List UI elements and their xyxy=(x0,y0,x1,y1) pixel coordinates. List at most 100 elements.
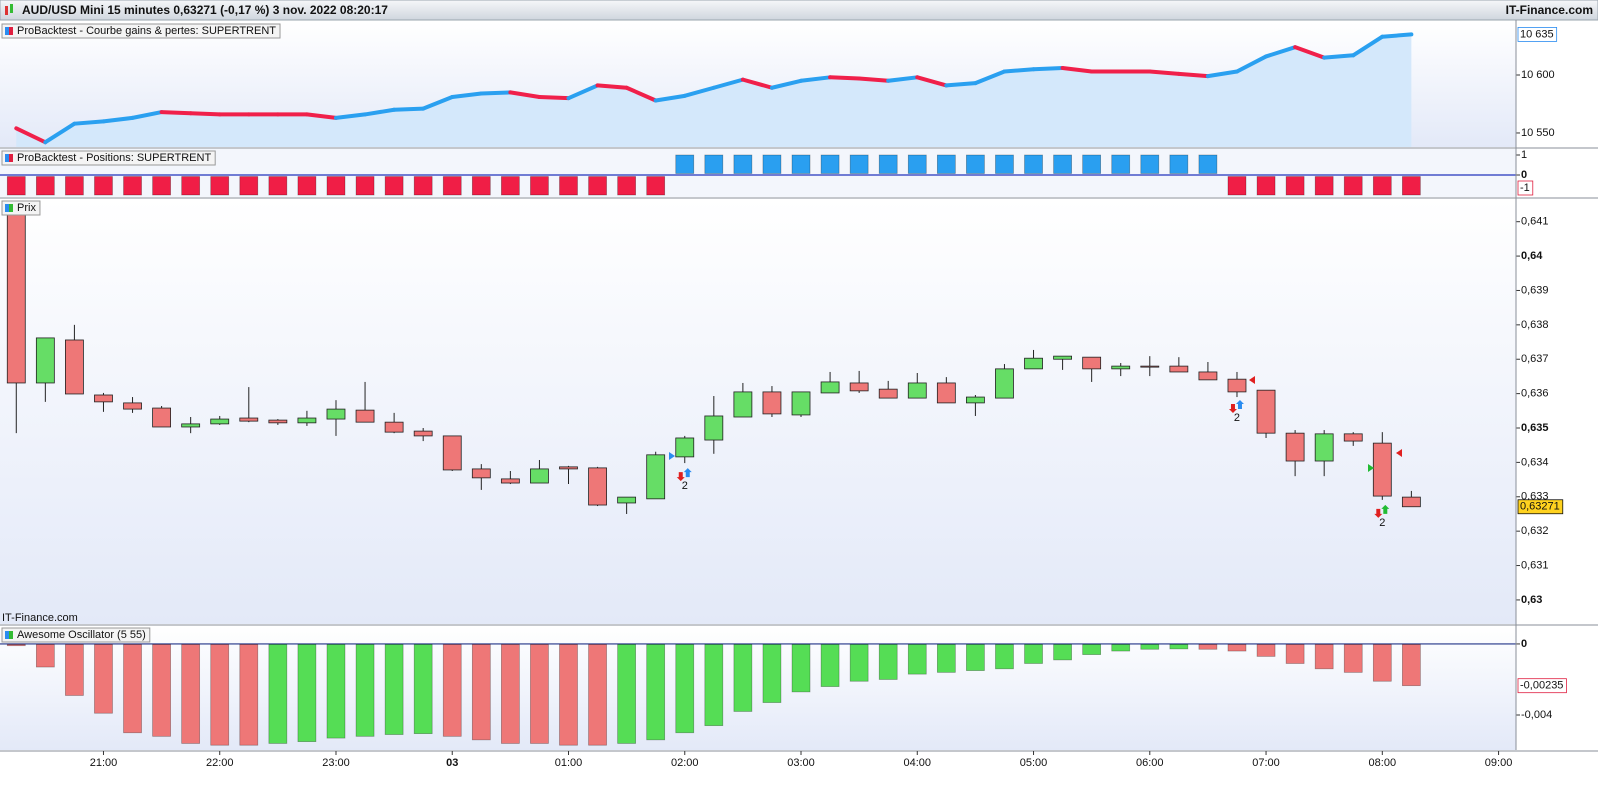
x-tick-label: 04:00 xyxy=(904,757,932,769)
bar xyxy=(995,154,1014,174)
equity-segment xyxy=(857,76,891,83)
bar xyxy=(675,154,695,174)
last-value-label: -0,00235 xyxy=(1520,680,1563,692)
trade-markers xyxy=(669,376,1402,472)
equity-segment xyxy=(363,107,397,117)
bar xyxy=(1024,644,1043,664)
entry-marker xyxy=(1368,464,1374,472)
bar xyxy=(995,644,1014,670)
bar xyxy=(588,644,607,746)
equity-segment xyxy=(188,111,222,117)
candle-body xyxy=(181,423,201,428)
equity-segment xyxy=(479,90,513,96)
bar xyxy=(1082,154,1102,174)
bar xyxy=(1140,154,1160,174)
panel-title-icon xyxy=(9,154,13,162)
bar xyxy=(181,176,201,196)
bar xyxy=(820,154,840,174)
bar xyxy=(384,644,404,735)
equity-segment xyxy=(682,85,716,98)
panel-background xyxy=(0,199,1516,624)
y-tick-label: 0,63 xyxy=(1521,594,1542,606)
candle-body xyxy=(1053,355,1072,360)
x-tick-label: 05:00 xyxy=(1020,757,1048,769)
panel-title-text: ProBacktest - Courbe gains & pertes: SUP… xyxy=(17,25,276,37)
bar xyxy=(35,176,55,196)
panel-title-box xyxy=(1,150,216,166)
bar xyxy=(1140,644,1160,650)
equity-segment xyxy=(886,75,920,83)
bar xyxy=(6,644,26,647)
bar xyxy=(471,644,491,741)
candle-body xyxy=(1140,365,1160,368)
bar xyxy=(355,176,375,196)
annotation: 2 xyxy=(1234,412,1240,424)
equity-segment xyxy=(1264,45,1298,59)
bar xyxy=(94,644,113,714)
panel-title-icon xyxy=(9,204,13,212)
equity-segment xyxy=(508,90,542,100)
x-tick-label: 02:00 xyxy=(671,757,699,769)
bar xyxy=(617,644,636,744)
equity-segment xyxy=(1351,34,1385,58)
panel-title-icon xyxy=(5,27,9,35)
equity-segment xyxy=(1031,66,1065,72)
header-bar xyxy=(0,0,1598,21)
bar xyxy=(704,644,724,727)
equity-segment xyxy=(1380,32,1414,39)
y-tick-label: 0,632 xyxy=(1521,525,1549,537)
bar xyxy=(936,154,956,174)
bar xyxy=(907,154,927,174)
bar xyxy=(152,644,171,737)
equity-segment xyxy=(72,119,106,126)
bar xyxy=(65,644,84,696)
candle-body xyxy=(530,468,549,484)
bar xyxy=(442,644,462,737)
bar xyxy=(646,176,666,196)
bar xyxy=(181,644,201,744)
equity-segment xyxy=(450,91,484,100)
y-tick-label: 0,639 xyxy=(1521,284,1549,296)
watermark: IT-Finance.com xyxy=(2,612,78,624)
candle-body xyxy=(94,394,113,403)
bar xyxy=(1314,644,1334,670)
bar xyxy=(559,644,578,746)
equity-segment xyxy=(915,75,949,88)
panel: 10 550 10 600 ProBacktest - Courbe gains &… xyxy=(0,22,1598,149)
panel-title-icon xyxy=(5,631,9,639)
y-tick-label: 0,634 xyxy=(1521,456,1549,468)
bar xyxy=(1256,644,1276,657)
candle-body xyxy=(1111,365,1131,370)
y-tick-label: 10 550 xyxy=(1521,127,1555,139)
bar xyxy=(6,176,26,196)
candle-body xyxy=(210,418,230,425)
candle-body xyxy=(966,396,985,404)
panel-title-box xyxy=(1,23,281,39)
equity-segment xyxy=(711,77,745,90)
panel-title: Prix xyxy=(1,200,41,216)
bar xyxy=(326,644,346,739)
y-tick-label: 0,631 xyxy=(1521,559,1549,571)
candle-body xyxy=(849,382,869,392)
bar xyxy=(559,176,578,196)
bar xyxy=(355,644,375,737)
bar xyxy=(1082,644,1102,655)
y-tick-label: 0 xyxy=(1521,169,1527,181)
equity-segment xyxy=(421,95,455,111)
candle-body xyxy=(936,382,956,404)
signal-arrow xyxy=(1381,504,1390,514)
bar xyxy=(268,644,288,744)
bar xyxy=(1402,176,1421,196)
bar xyxy=(878,644,898,680)
bar xyxy=(210,644,230,746)
y-tick-label: 0,637 xyxy=(1521,353,1549,365)
candle-body xyxy=(646,454,666,500)
equity-segment xyxy=(1176,71,1210,79)
bar xyxy=(762,154,782,174)
equity-segment xyxy=(1205,69,1239,79)
panel-title-text: Awesome Oscillator (5 55) xyxy=(17,629,146,641)
bar xyxy=(384,176,404,196)
panel-title-text: ProBacktest - Positions: SUPERTRENT xyxy=(17,152,211,164)
bar xyxy=(1169,154,1189,174)
bar xyxy=(1372,176,1392,196)
